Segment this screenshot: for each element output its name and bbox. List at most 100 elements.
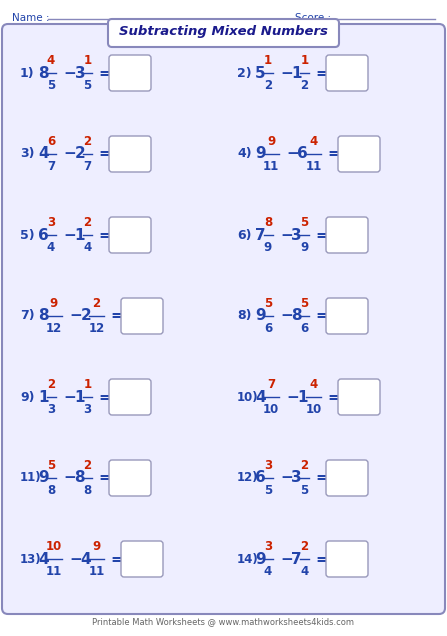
FancyBboxPatch shape [109, 217, 151, 253]
Text: 5: 5 [300, 297, 308, 310]
Text: 10: 10 [46, 540, 62, 553]
Text: 1: 1 [291, 66, 302, 81]
Text: 7: 7 [291, 551, 302, 567]
Text: 6: 6 [47, 135, 55, 148]
Text: 11): 11) [20, 471, 42, 485]
Text: 5: 5 [300, 484, 308, 497]
Text: =: = [98, 471, 111, 485]
Text: 4): 4) [237, 148, 252, 160]
Text: −: − [69, 308, 82, 324]
Text: 3): 3) [20, 148, 34, 160]
Text: 5: 5 [84, 79, 92, 92]
Text: −: − [63, 146, 76, 162]
Text: 2: 2 [84, 216, 92, 229]
FancyBboxPatch shape [109, 379, 151, 415]
FancyBboxPatch shape [2, 24, 445, 614]
Text: −: − [69, 551, 82, 567]
FancyBboxPatch shape [326, 55, 368, 91]
Text: 9: 9 [93, 540, 101, 553]
Text: 6: 6 [255, 471, 266, 485]
Text: −: − [63, 389, 76, 404]
Text: =: = [315, 551, 328, 567]
Text: =: = [315, 228, 328, 242]
FancyBboxPatch shape [121, 298, 163, 334]
Text: 11: 11 [263, 160, 279, 173]
Text: =: = [315, 66, 328, 81]
Text: −: − [281, 471, 293, 485]
Text: 4: 4 [255, 389, 266, 404]
Text: 8: 8 [47, 484, 55, 497]
FancyBboxPatch shape [338, 379, 380, 415]
Text: 9: 9 [255, 146, 266, 162]
Text: 1: 1 [75, 228, 85, 242]
Text: =: = [98, 228, 111, 242]
Text: −: − [63, 471, 76, 485]
Text: 1: 1 [75, 389, 85, 404]
Text: 7: 7 [47, 160, 55, 173]
Text: 11: 11 [305, 160, 322, 173]
Text: Subtracting Mixed Numbers: Subtracting Mixed Numbers [119, 25, 328, 39]
Text: 4: 4 [47, 241, 55, 254]
Text: 5: 5 [300, 216, 308, 229]
Text: 9: 9 [264, 241, 272, 254]
Text: 11: 11 [89, 565, 105, 578]
Text: 4: 4 [47, 54, 55, 67]
Text: 5: 5 [47, 459, 55, 472]
Text: −: − [281, 551, 293, 567]
Text: −: − [287, 389, 299, 404]
Text: 3: 3 [291, 228, 302, 242]
Text: 9: 9 [50, 297, 58, 310]
FancyBboxPatch shape [326, 217, 368, 253]
Text: 8: 8 [264, 216, 272, 229]
Text: 9: 9 [300, 241, 308, 254]
Text: −: − [281, 308, 293, 324]
Text: 2: 2 [300, 459, 308, 472]
Text: 3: 3 [47, 403, 55, 416]
Text: Printable Math Worksheets @ www.mathworksheets4kids.com: Printable Math Worksheets @ www.mathwork… [92, 618, 354, 626]
Text: 4: 4 [309, 378, 318, 391]
Text: 3: 3 [47, 216, 55, 229]
Text: 4: 4 [38, 146, 49, 162]
Text: 1: 1 [264, 54, 272, 67]
Text: 8: 8 [84, 484, 92, 497]
FancyBboxPatch shape [109, 136, 151, 172]
Text: 3: 3 [84, 403, 92, 416]
Text: 2: 2 [47, 378, 55, 391]
Text: 5): 5) [20, 228, 34, 242]
Text: =: = [327, 389, 340, 404]
Text: 8: 8 [38, 66, 49, 81]
Text: −: − [63, 66, 76, 81]
Text: 8: 8 [291, 308, 302, 324]
Text: 2): 2) [237, 67, 252, 80]
Text: =: = [110, 551, 123, 567]
Text: 6: 6 [264, 322, 272, 335]
Text: 8): 8) [237, 310, 252, 322]
Text: 2: 2 [84, 459, 92, 472]
Text: 12: 12 [46, 322, 62, 335]
Text: 2: 2 [300, 79, 308, 92]
Text: 9): 9) [20, 391, 34, 403]
Text: −: − [281, 66, 293, 81]
Text: 4: 4 [309, 135, 318, 148]
Text: 7: 7 [255, 228, 266, 242]
Text: −: − [287, 146, 299, 162]
Text: 4: 4 [300, 565, 308, 578]
Text: 9: 9 [267, 135, 275, 148]
Text: =: = [315, 471, 328, 485]
FancyBboxPatch shape [338, 136, 380, 172]
Text: 9: 9 [38, 471, 49, 485]
Text: 5: 5 [255, 66, 266, 81]
Text: 1: 1 [84, 54, 92, 67]
Text: −: − [281, 228, 293, 242]
Text: Score :: Score : [295, 13, 331, 23]
Text: 3: 3 [75, 66, 85, 81]
Text: 9: 9 [255, 551, 266, 567]
FancyBboxPatch shape [326, 298, 368, 334]
Text: 8: 8 [38, 308, 49, 324]
Text: 3: 3 [264, 459, 272, 472]
FancyBboxPatch shape [326, 541, 368, 577]
Text: 4: 4 [80, 551, 91, 567]
Text: 6): 6) [237, 228, 252, 242]
Text: =: = [327, 146, 340, 162]
Text: 4: 4 [264, 565, 272, 578]
